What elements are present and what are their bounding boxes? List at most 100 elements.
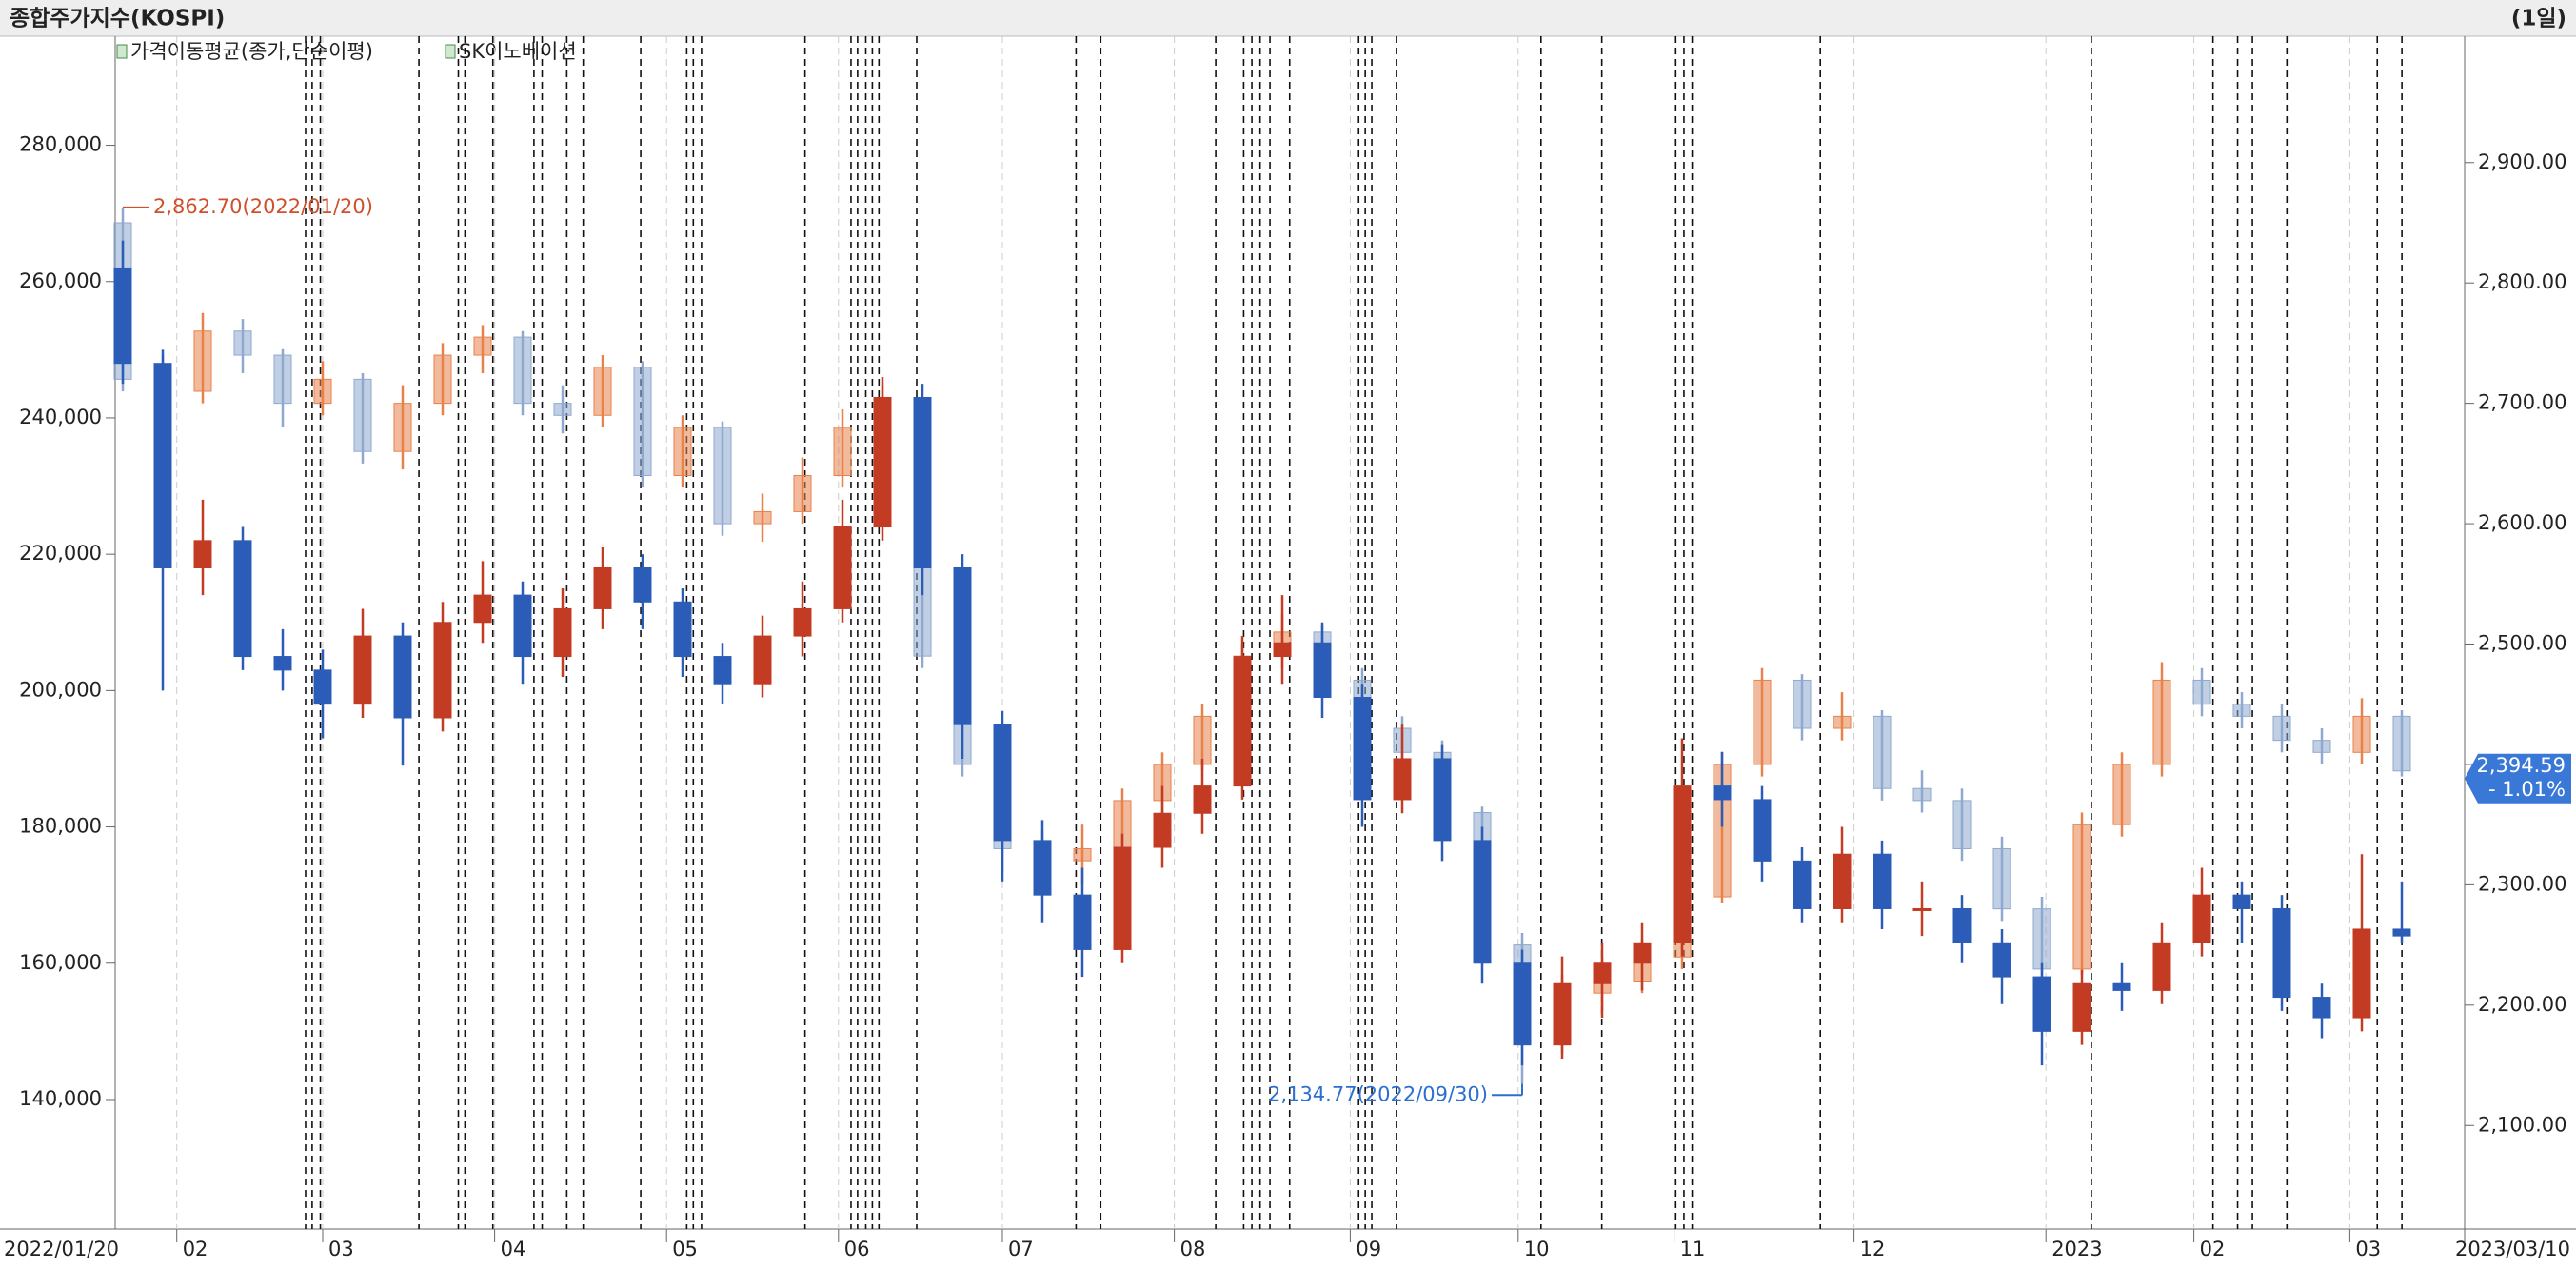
candle-body bbox=[753, 635, 772, 685]
candle-body bbox=[1833, 853, 1852, 909]
candle-body bbox=[353, 635, 372, 705]
candle-body bbox=[313, 669, 332, 705]
candle-body bbox=[2112, 982, 2131, 991]
candle-body bbox=[793, 474, 812, 512]
x-tick-label: 03 bbox=[328, 1238, 354, 1260]
last-change-label: - 1.01% bbox=[2488, 778, 2566, 801]
candle-body bbox=[2152, 679, 2171, 765]
candle-body bbox=[233, 330, 252, 356]
y2-tick-label: 2,700.00 bbox=[2478, 391, 2567, 414]
candle-body bbox=[633, 566, 652, 603]
y2-tick-label: 2,900.00 bbox=[2478, 150, 2567, 173]
candle-body bbox=[473, 336, 492, 356]
candle-body bbox=[1992, 942, 2011, 978]
candle-body bbox=[2312, 997, 2331, 1019]
legend-indicator: 가격이동평균(종가,단순이평) bbox=[130, 40, 373, 63]
candle-body bbox=[1912, 787, 1932, 802]
x-tick-label: 2023 bbox=[2051, 1238, 2102, 1260]
y-tick-label: 220,000 bbox=[19, 542, 102, 565]
candle-body bbox=[1793, 679, 1812, 729]
candle-body bbox=[1753, 679, 1772, 765]
candle-body bbox=[833, 427, 852, 476]
y-tick-label: 180,000 bbox=[19, 815, 102, 838]
candle-body bbox=[1992, 847, 2011, 910]
candle-body bbox=[633, 367, 652, 476]
candle-body bbox=[153, 363, 172, 568]
y-tick-label: 280,000 bbox=[19, 133, 102, 156]
candle-body bbox=[553, 607, 572, 658]
candle-body bbox=[1873, 853, 1892, 909]
y2-tick-label: 2,200.00 bbox=[2478, 993, 2567, 1016]
x-tick-label: 05 bbox=[672, 1238, 698, 1260]
candle-body bbox=[1353, 697, 1372, 801]
candle-body bbox=[913, 396, 932, 568]
candle-body bbox=[1912, 907, 1932, 911]
candle-body bbox=[1952, 907, 1972, 943]
y-tick-label: 160,000 bbox=[19, 951, 102, 974]
x-end-label: 2023/03/10 bbox=[2455, 1238, 2570, 1260]
candle-body bbox=[593, 367, 612, 416]
candle-body bbox=[273, 354, 292, 405]
candle-body bbox=[193, 330, 212, 392]
candle-body bbox=[1713, 785, 1732, 801]
y-tick-label: 240,000 bbox=[19, 406, 102, 428]
y2-tick-label: 2,300.00 bbox=[2478, 872, 2567, 895]
candle-body bbox=[513, 336, 532, 405]
x-tick-label: 03 bbox=[2355, 1238, 2381, 1260]
candle-body bbox=[1833, 715, 1852, 729]
candle-body bbox=[513, 594, 532, 658]
candle-body bbox=[1193, 715, 1212, 765]
period-label: (1일) bbox=[2511, 7, 2566, 31]
y2-tick-label: 2,600.00 bbox=[2478, 511, 2567, 534]
x-tick-label: 07 bbox=[1008, 1238, 1034, 1260]
candle-body bbox=[1633, 942, 1652, 964]
candle-body bbox=[1393, 758, 1412, 801]
x-tick-label: 10 bbox=[1524, 1238, 1550, 1260]
candle-body bbox=[1553, 982, 1572, 1046]
candle-body bbox=[2152, 942, 2171, 991]
x-tick-label: 04 bbox=[501, 1238, 526, 1260]
candle-body bbox=[713, 656, 732, 685]
candle-body bbox=[393, 403, 412, 452]
candle-body bbox=[1793, 860, 1812, 909]
x-tick-label: 02 bbox=[2200, 1238, 2226, 1260]
candle-body bbox=[1273, 642, 1292, 658]
max-label: 2,862.70(2022/01/20) bbox=[153, 195, 373, 218]
candle-body bbox=[713, 427, 732, 525]
candle-body bbox=[2192, 894, 2211, 943]
candle-body bbox=[1113, 846, 1132, 950]
candle-body bbox=[313, 378, 332, 405]
candle-body bbox=[2272, 715, 2291, 742]
candle-body bbox=[233, 540, 252, 658]
candle-body bbox=[2232, 894, 2251, 909]
candle-body bbox=[1073, 894, 1092, 950]
candle-body bbox=[2312, 740, 2331, 753]
candle-body bbox=[113, 267, 132, 365]
candle-body bbox=[1952, 800, 1972, 849]
candle-body bbox=[2032, 976, 2051, 1032]
x-tick-label: 08 bbox=[1180, 1238, 1206, 1260]
candle-body bbox=[753, 510, 772, 525]
y2-tick-label: 2,800.00 bbox=[2478, 270, 2567, 293]
y2-tick-label: 2,100.00 bbox=[2478, 1113, 2567, 1136]
candle-body bbox=[433, 622, 452, 719]
candle-body bbox=[673, 601, 692, 658]
candle-body bbox=[1233, 656, 1252, 787]
x-tick-label: 02 bbox=[183, 1238, 208, 1260]
x-tick-label: 06 bbox=[844, 1238, 870, 1260]
candle-body bbox=[1073, 847, 1092, 862]
candle-body bbox=[1873, 715, 1892, 789]
candle-body bbox=[2392, 928, 2411, 937]
last-value-label: 2,394.59 bbox=[2476, 754, 2566, 777]
candle-body bbox=[833, 526, 852, 609]
x-tick-label: 12 bbox=[1860, 1238, 1886, 1260]
candle-body bbox=[1673, 785, 1692, 943]
candle-body bbox=[433, 354, 452, 405]
candle-body bbox=[2232, 704, 2251, 717]
y2-tick-label: 2,500.00 bbox=[2478, 632, 2567, 655]
candle-body bbox=[2072, 824, 2091, 970]
y-tick-label: 260,000 bbox=[19, 269, 102, 292]
candle-body bbox=[593, 566, 612, 609]
